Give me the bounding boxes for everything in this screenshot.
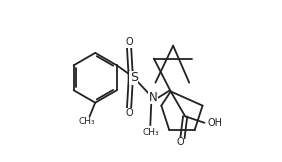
Text: O: O: [125, 37, 133, 47]
Text: CH₃: CH₃: [78, 117, 95, 126]
Text: OH: OH: [207, 118, 222, 128]
Text: N: N: [149, 91, 157, 104]
Text: CH₃: CH₃: [142, 128, 159, 137]
Text: S: S: [130, 71, 138, 84]
Text: O: O: [176, 137, 184, 147]
Text: O: O: [125, 108, 133, 118]
